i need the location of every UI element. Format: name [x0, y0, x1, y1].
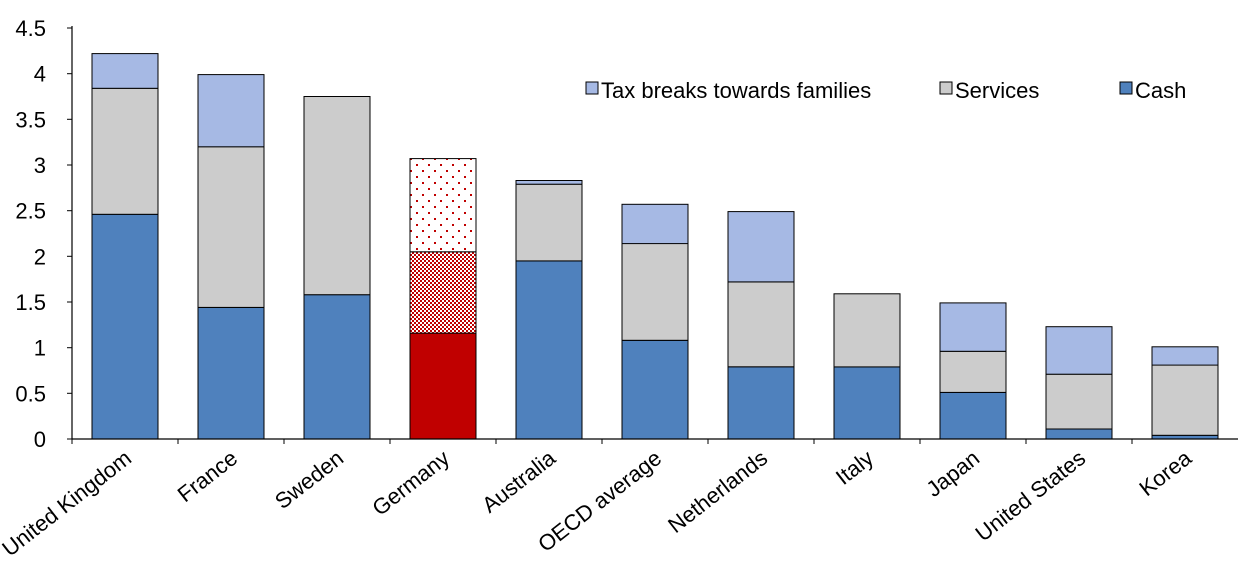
bar-australia-tax-breaks-towards-families — [515, 180, 583, 185]
x-tick-label-italy: Italy — [831, 445, 878, 490]
bar-germany-tax-breaks-towards-families — [409, 158, 477, 253]
legend-swatch-tax-breaks-towards-families — [585, 81, 599, 95]
legend-swatch-cash — [1119, 81, 1133, 95]
bar-korea-tax-breaks-towards-families — [1151, 346, 1219, 366]
bar-united-kingdom-cash — [91, 213, 159, 440]
bar-sweden-cash — [303, 294, 371, 440]
bar-sweden-services — [303, 96, 371, 296]
legend-label-services: Services — [955, 78, 1039, 103]
y-tick-label-3-5: 3.5 — [15, 107, 46, 132]
x-tick-label-sweden: Sweden — [270, 445, 348, 514]
bar-france-tax-breaks-towards-families — [197, 74, 265, 148]
bar-united-kingdom-services — [91, 87, 159, 215]
bar-netherlands-services — [727, 281, 795, 368]
bar-japan-cash — [939, 391, 1007, 440]
bar-oecd-average-cash — [621, 339, 689, 440]
y-tick-label-1: 1 — [34, 336, 46, 361]
y-tick-label-4: 4 — [34, 62, 46, 87]
x-tick-label-korea: Korea — [1134, 445, 1196, 501]
bar-united-kingdom-tax-breaks-towards-families — [91, 53, 159, 89]
bar-australia-services — [515, 183, 583, 262]
bar-japan-services — [939, 350, 1007, 393]
bar-australia-cash — [515, 260, 583, 440]
y-tick-label-0: 0 — [34, 427, 46, 452]
x-tick-label-netherlands: Netherlands — [663, 445, 772, 538]
y-tick-label-4-5: 4.5 — [15, 16, 46, 41]
legend-label-cash: Cash — [1135, 78, 1186, 103]
bar-united-states-tax-breaks-towards-families — [1045, 326, 1113, 375]
legend-swatch-services — [939, 81, 953, 95]
bar-oecd-average-tax-breaks-towards-families — [621, 203, 689, 245]
bar-italy-cash — [833, 366, 901, 440]
bar-korea-services — [1151, 364, 1219, 436]
bar-germany-services — [409, 251, 477, 334]
x-tick-label-germany: Germany — [367, 445, 454, 520]
y-tick-label-1-5: 1.5 — [15, 290, 46, 315]
y-tick-label-0-5: 0.5 — [15, 381, 46, 406]
bars-layer — [91, 53, 1219, 440]
x-tick-label-united-states: United States — [971, 445, 1090, 546]
bar-france-services — [197, 146, 265, 308]
x-tick-label-australia: Australia — [477, 445, 560, 518]
bar-italy-services — [833, 293, 901, 368]
bar-oecd-average-services — [621, 243, 689, 341]
bar-france-cash — [197, 307, 265, 440]
y-tick-label-2-5: 2.5 — [15, 199, 46, 224]
bar-germany-cash — [409, 332, 477, 440]
x-tick-label-france: France — [173, 445, 242, 507]
bar-united-states-services — [1045, 373, 1113, 430]
legend-label-tax-breaks-towards-families: Tax breaks towards families — [601, 78, 871, 103]
x-tick-label-japan: Japan — [921, 445, 984, 502]
bar-netherlands-tax-breaks-towards-families — [727, 211, 795, 283]
y-tick-label-3: 3 — [34, 153, 46, 178]
x-tick-label-united-kingdom: United Kingdom — [0, 445, 136, 561]
bar-netherlands-cash — [727, 366, 795, 440]
bar-united-states-cash — [1045, 428, 1113, 440]
bar-japan-tax-breaks-towards-families — [939, 302, 1007, 352]
y-tick-label-2: 2 — [34, 244, 46, 269]
legend: Tax breaks towards families Services Cash — [585, 78, 1186, 103]
